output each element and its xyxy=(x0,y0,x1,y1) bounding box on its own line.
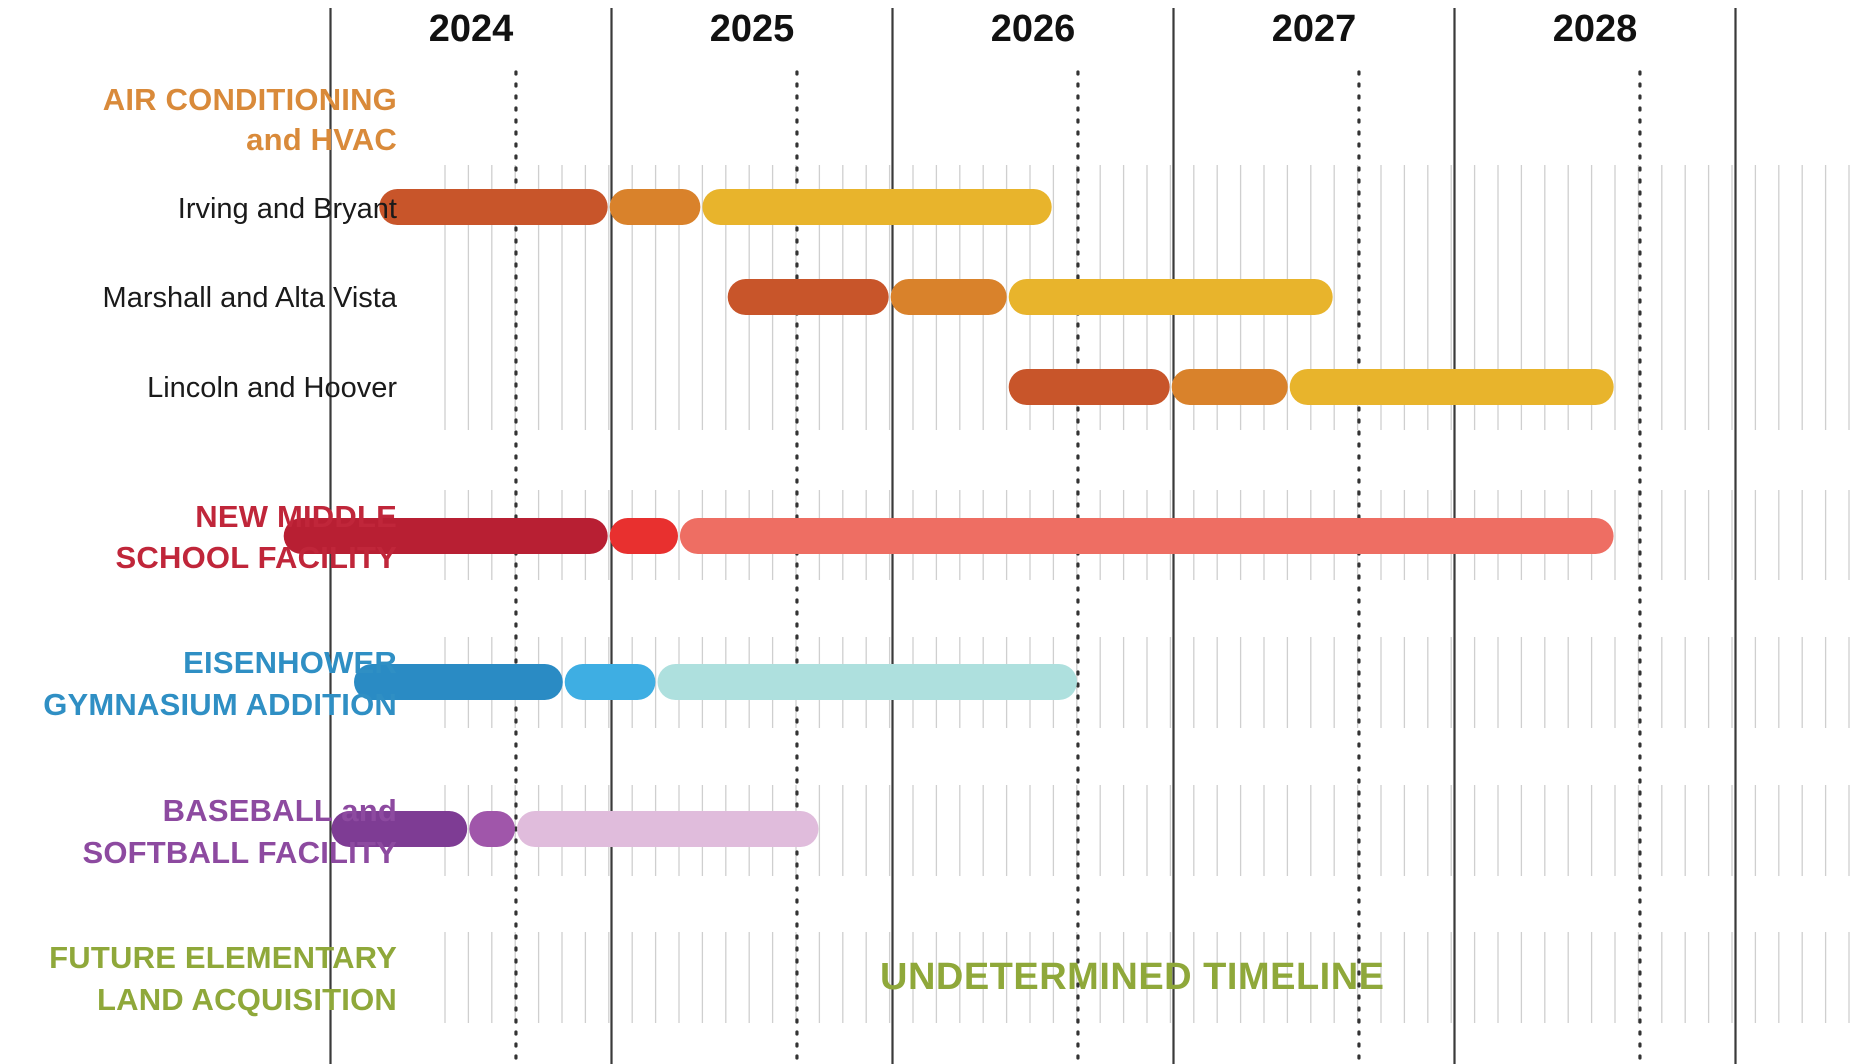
bar-ball-0-phase-3 xyxy=(517,811,819,847)
group-label-ac-line2: and HVAC xyxy=(246,122,397,157)
year-label-2028: 2028 xyxy=(1552,8,1638,50)
group-label-land-line1: FUTURE ELEMENTARY xyxy=(49,940,397,975)
year-label-2025: 2025 xyxy=(709,8,795,50)
bar-gym-0-phase-3 xyxy=(657,664,1077,700)
bar-ac-0-phase-1 xyxy=(379,189,608,225)
group-label-gym-line2: GYMNASIUM ADDITION xyxy=(43,687,397,722)
row-label-marshall-alta-vista: Marshall and Alta Vista xyxy=(102,282,397,314)
bar-ac-2-phase-2 xyxy=(1171,369,1288,405)
bar-ac-2-phase-1 xyxy=(1008,369,1170,405)
bar-gym-0-phase-1 xyxy=(354,664,563,700)
bar-ac-0-phase-2 xyxy=(609,189,701,225)
bar-ac-2-phase-3 xyxy=(1289,369,1614,405)
bar-ms-0-phase-1 xyxy=(283,518,608,554)
bar-ac-1-phase-2 xyxy=(890,279,1007,315)
bar-ms-0-phase-3 xyxy=(679,518,1614,554)
bar-gym-0-phase-2 xyxy=(564,664,656,700)
group-label-gym-line1: EISENHOWER xyxy=(183,645,397,680)
group-label-ac-line1: AIR CONDITIONING xyxy=(102,82,397,117)
row-label-lincoln-hoover: Lincoln and Hoover xyxy=(147,372,397,404)
group-label-ball-line2: SOFTBALL FACILITY xyxy=(82,835,397,870)
year-label-2026: 2026 xyxy=(990,8,1076,50)
group-label-ball-line1: BASEBALL and xyxy=(162,793,397,828)
bar-ms-0-phase-2 xyxy=(609,518,678,554)
group-label-land-line2: LAND ACQUISITION xyxy=(97,982,397,1017)
bar-ac-1-phase-3 xyxy=(1008,279,1333,315)
bar-ac-1-phase-1 xyxy=(727,279,889,315)
group-label-middle-school-line2: SCHOOL FACILITY xyxy=(115,540,397,575)
undetermined-timeline-note: UNDETERMINED TIMELINE xyxy=(880,956,1385,998)
bar-ac-0-phase-3 xyxy=(702,189,1052,225)
year-label-2027: 2027 xyxy=(1271,8,1357,50)
bar-ball-0-phase-2 xyxy=(469,811,515,847)
row-label-irving-bryant: Irving and Bryant xyxy=(177,193,397,225)
year-label-2024: 2024 xyxy=(428,8,514,50)
group-label-middle-school-line1: NEW MIDDLE xyxy=(195,499,397,534)
bar-ball-0-phase-1 xyxy=(331,811,468,847)
